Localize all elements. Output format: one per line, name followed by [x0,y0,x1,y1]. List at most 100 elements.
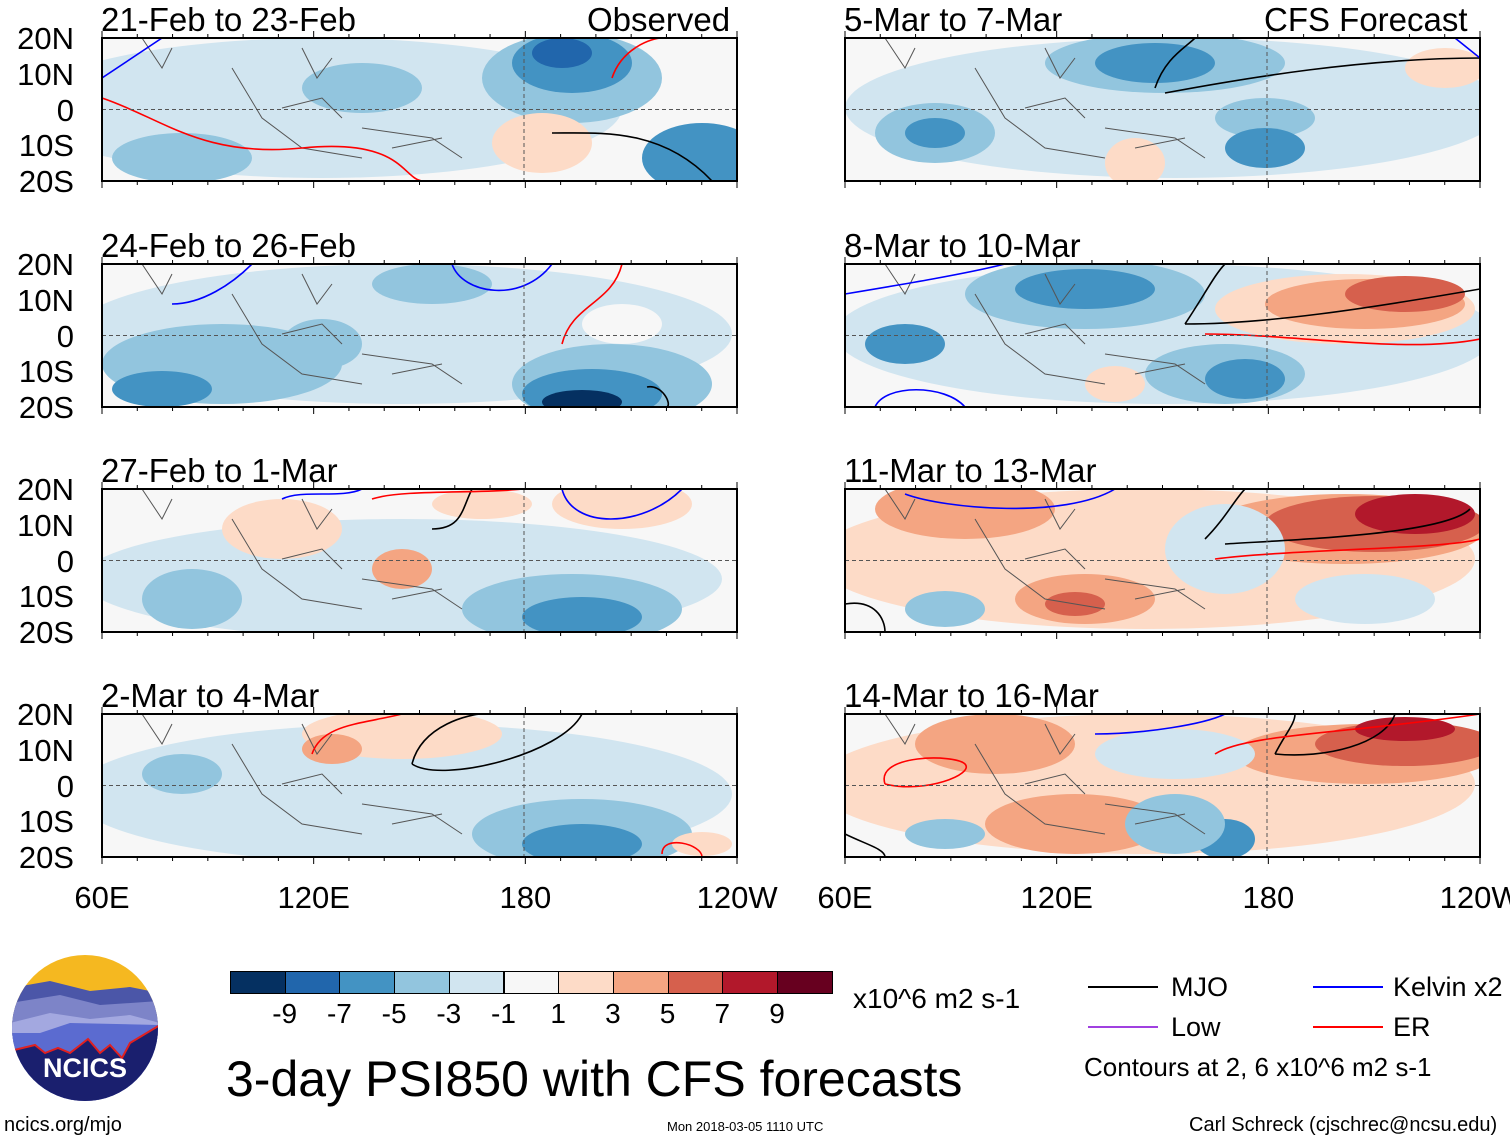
colorbar-swatch [284,971,341,994]
coastline [141,714,463,835]
anomaly-region [845,38,1480,178]
contour-line [874,389,966,407]
panel-frame [101,37,738,182]
lat-label: 0 [56,768,74,804]
psi850-map-panel [844,707,1481,864]
colorbar-tick-label: 9 [769,998,785,1029]
contour-line [311,714,403,755]
psi850-map-panel [844,482,1481,639]
contour-line [171,264,253,305]
lat-label: 10N [17,282,74,318]
legend-line-kelvin [1313,986,1383,988]
anomaly-region [672,832,732,856]
psi850-map-panel [101,31,738,188]
panel-title: 27-Feb to 1-Mar [101,452,338,489]
colorbar-swatch [612,971,669,994]
contours-note: Contours at 2, 6 x10^6 m2 s-1 [1084,1052,1432,1082]
psi850-map-panel [101,257,738,414]
anomaly-region [915,714,1075,774]
colorbar-tick-label: -3 [436,998,462,1029]
panel-frame [101,713,738,858]
anomaly-region [142,569,242,629]
lat-label: 0 [56,543,74,579]
footer-timestamp: Mon 2018-03-05 1110 UTC [667,1119,824,1134]
panel-frame [844,263,1481,408]
anomaly-region [432,489,532,519]
contour-line [1094,714,1226,735]
footer-credit: Carl Schreck (cjschrec@ncsu.edu) [1189,1114,1498,1136]
lat-label: 20S [18,164,74,199]
psi850-map-panel [101,707,738,864]
anomaly-region [865,324,945,364]
anomaly-region [1015,269,1155,309]
panel-frame [101,488,738,633]
colorbar-swatch [777,971,833,994]
lat-label: 10N [17,507,74,543]
contour-line [1214,538,1480,560]
panel-title: 14-Mar to 16-Mar [844,677,1099,714]
lon-label: 120W [696,880,778,915]
panel-title: 11-Mar to 13-Mar [844,452,1097,489]
contour-line [1204,333,1480,346]
legend-line-er [1313,1026,1383,1028]
panel-frame [101,263,738,408]
anomaly-region [1215,98,1315,138]
ncics-logo: NCICS [12,955,158,1101]
colorbar-tick-label: -9 [272,998,298,1029]
lat-label: 10S [18,128,74,164]
anomaly-region [282,319,362,369]
panel-frame [844,713,1481,858]
coastline [884,38,1206,159]
anomaly-region [522,824,642,857]
contour-line [1164,57,1480,94]
colorbar-tick-label: 1 [550,998,566,1029]
contour-line [411,714,583,772]
contour-line [102,97,423,181]
psi850-map-panel [844,31,1481,188]
anomaly-region [1405,48,1480,88]
lon-label: 60E [817,880,873,915]
psi850-map-panel [101,482,738,639]
legend-label-er: ER [1393,1012,1431,1042]
contour-line [845,264,1006,295]
lat-label: 10S [18,354,74,390]
lat-label: 0 [56,92,74,128]
forecast-label: CFS Forecast [1264,1,1468,38]
anomaly-region [875,489,1055,539]
panel-frame [844,37,1481,182]
contour-line [551,132,713,181]
anomaly-region [1345,276,1465,312]
contour-line [561,264,623,345]
colorbar-swatch [722,971,778,994]
contour-line [1274,714,1296,755]
lon-label: 120E [277,880,350,915]
lon-label: 180 [499,880,552,915]
colorbar-swatch [339,971,396,994]
anomaly-region [372,264,492,304]
anomaly-region [582,304,662,344]
contour-line [904,489,1116,510]
legend-label-low: Low [1171,1012,1221,1042]
contour-line [371,489,523,500]
anomaly-region [112,371,212,407]
legend-line-mjo [1088,986,1158,988]
footer-url[interactable]: ncics.org/mjo [4,1114,122,1136]
anomaly-region [905,591,985,627]
anomaly-region [302,734,362,764]
anomaly-region [1105,138,1165,181]
anomaly-region [1295,574,1435,624]
colorbar-tick-label: 5 [659,998,676,1029]
anomaly-region [905,118,965,148]
contour-line [1224,508,1471,545]
legend-label-mjo: MJO [1171,972,1228,1002]
colorbar-swatch [667,971,724,994]
panel-title: 5-Mar to 7-Mar [844,1,1063,38]
colorbar-swatch [230,971,286,994]
lat-label: 20N [17,21,74,56]
main-title: 3-day PSI850 with CFS forecasts [226,1051,963,1107]
anomaly-region [492,113,592,173]
contour-line [431,489,473,530]
lon-label: 120W [1439,880,1510,915]
anomaly-region [985,794,1165,854]
